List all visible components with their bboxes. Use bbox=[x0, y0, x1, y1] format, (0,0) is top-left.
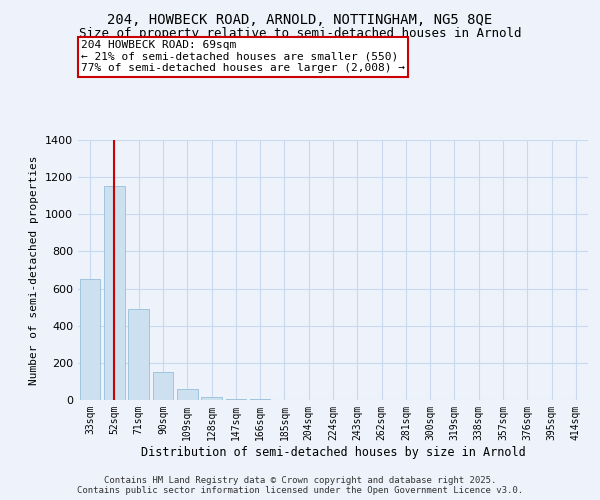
Text: 204, HOWBECK ROAD, ARNOLD, NOTTINGHAM, NG5 8QE: 204, HOWBECK ROAD, ARNOLD, NOTTINGHAM, N… bbox=[107, 12, 493, 26]
Text: 204 HOWBECK ROAD: 69sqm
← 21% of semi-detached houses are smaller (550)
77% of s: 204 HOWBECK ROAD: 69sqm ← 21% of semi-de… bbox=[81, 40, 405, 73]
Bar bbox=[152, 372, 173, 400]
Bar bbox=[128, 309, 149, 400]
Bar bbox=[226, 398, 246, 400]
Bar bbox=[201, 396, 222, 400]
Text: Contains HM Land Registry data © Crown copyright and database right 2025.
Contai: Contains HM Land Registry data © Crown c… bbox=[77, 476, 523, 495]
Bar bbox=[104, 186, 125, 400]
Y-axis label: Number of semi-detached properties: Number of semi-detached properties bbox=[29, 155, 40, 385]
X-axis label: Distribution of semi-detached houses by size in Arnold: Distribution of semi-detached houses by … bbox=[140, 446, 526, 458]
Bar bbox=[177, 389, 197, 400]
Text: Size of property relative to semi-detached houses in Arnold: Size of property relative to semi-detach… bbox=[79, 28, 521, 40]
Bar bbox=[80, 280, 100, 400]
